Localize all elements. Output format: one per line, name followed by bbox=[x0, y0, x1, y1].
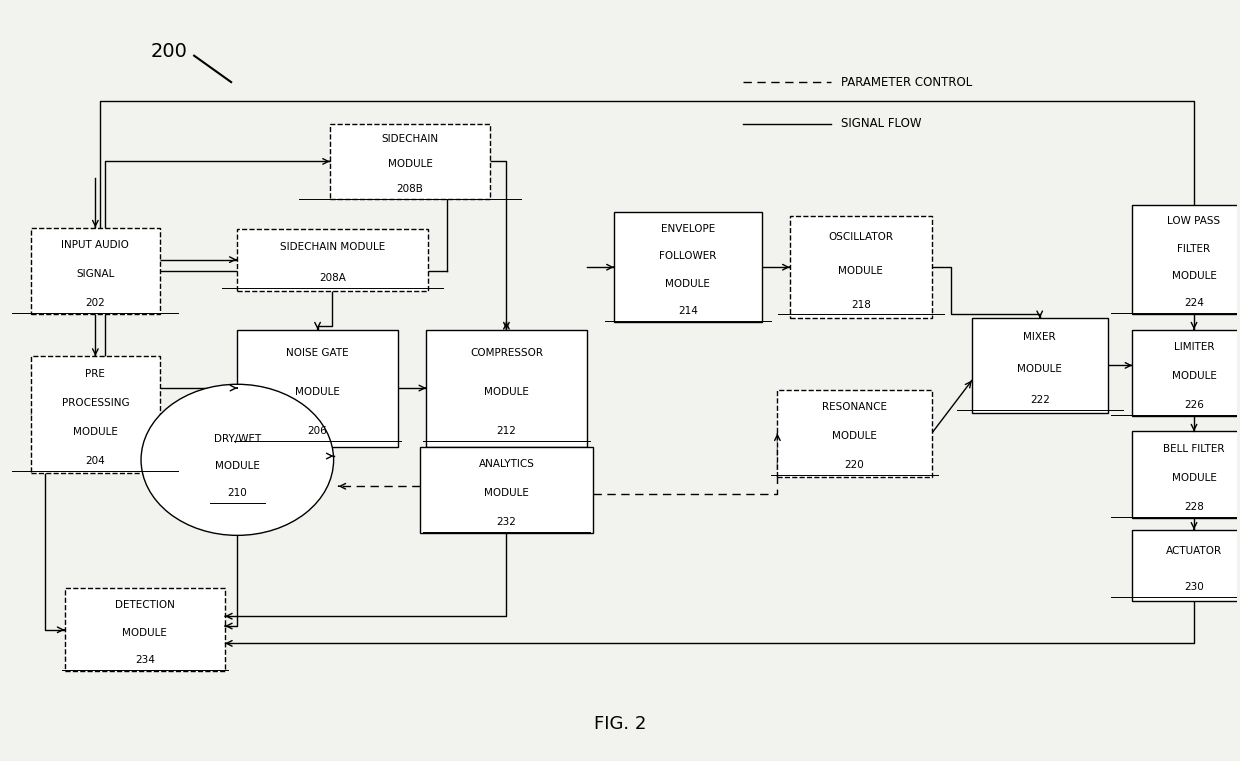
Text: FIG. 2: FIG. 2 bbox=[594, 715, 646, 734]
Text: RESONANCE: RESONANCE bbox=[822, 403, 887, 412]
FancyBboxPatch shape bbox=[1132, 530, 1240, 601]
Text: DETECTION: DETECTION bbox=[115, 600, 175, 610]
FancyBboxPatch shape bbox=[330, 123, 490, 199]
Text: 232: 232 bbox=[496, 517, 516, 527]
FancyBboxPatch shape bbox=[31, 356, 160, 473]
FancyBboxPatch shape bbox=[237, 330, 398, 447]
Text: LIMITER: LIMITER bbox=[1174, 342, 1214, 352]
FancyBboxPatch shape bbox=[237, 228, 428, 291]
Text: NOISE GATE: NOISE GATE bbox=[286, 348, 348, 358]
Text: 234: 234 bbox=[135, 655, 155, 665]
Text: 218: 218 bbox=[851, 300, 870, 310]
FancyBboxPatch shape bbox=[972, 318, 1107, 412]
Text: FOLLOWER: FOLLOWER bbox=[660, 251, 717, 261]
Text: 228: 228 bbox=[1184, 501, 1204, 512]
Text: MODULE: MODULE bbox=[215, 461, 259, 471]
Text: MODULE: MODULE bbox=[73, 427, 118, 437]
Text: 206: 206 bbox=[308, 426, 327, 436]
Text: MODULE: MODULE bbox=[388, 159, 433, 169]
Text: LOW PASS: LOW PASS bbox=[1167, 216, 1220, 226]
Text: SIGNAL FLOW: SIGNAL FLOW bbox=[841, 117, 921, 130]
Text: 204: 204 bbox=[86, 457, 105, 466]
FancyBboxPatch shape bbox=[777, 390, 931, 477]
Text: ACTUATOR: ACTUATOR bbox=[1166, 546, 1223, 556]
Text: FILTER: FILTER bbox=[1178, 244, 1210, 253]
Ellipse shape bbox=[141, 384, 334, 536]
Text: SIGNAL: SIGNAL bbox=[76, 269, 114, 279]
Text: 222: 222 bbox=[1029, 395, 1049, 405]
Text: ENVELOPE: ENVELOPE bbox=[661, 224, 715, 234]
Text: INPUT AUDIO: INPUT AUDIO bbox=[62, 240, 129, 250]
Text: PARAMETER CONTROL: PARAMETER CONTROL bbox=[841, 75, 972, 88]
Text: 202: 202 bbox=[86, 298, 105, 307]
Text: SIDECHAIN MODULE: SIDECHAIN MODULE bbox=[280, 242, 384, 252]
Text: 226: 226 bbox=[1184, 400, 1204, 410]
FancyBboxPatch shape bbox=[31, 228, 160, 314]
Text: 220: 220 bbox=[844, 460, 864, 470]
Text: 224: 224 bbox=[1184, 298, 1204, 308]
Text: MIXER: MIXER bbox=[1023, 332, 1056, 342]
Text: 214: 214 bbox=[678, 306, 698, 316]
Text: PRE: PRE bbox=[86, 368, 105, 378]
FancyBboxPatch shape bbox=[1132, 205, 1240, 314]
Text: SIDECHAIN: SIDECHAIN bbox=[382, 134, 439, 144]
Text: 210: 210 bbox=[227, 488, 247, 498]
FancyBboxPatch shape bbox=[64, 588, 224, 671]
Text: MODULE: MODULE bbox=[838, 266, 883, 275]
Text: 212: 212 bbox=[496, 426, 516, 436]
Text: MODULE: MODULE bbox=[1172, 271, 1216, 281]
Text: MODULE: MODULE bbox=[1017, 364, 1063, 374]
Text: DRY/WET: DRY/WET bbox=[213, 434, 260, 444]
Text: COMPRESSOR: COMPRESSOR bbox=[470, 348, 543, 358]
FancyBboxPatch shape bbox=[1132, 431, 1240, 518]
FancyBboxPatch shape bbox=[427, 330, 587, 447]
Text: MODULE: MODULE bbox=[1172, 473, 1216, 482]
Text: 208B: 208B bbox=[397, 184, 424, 194]
Text: MODULE: MODULE bbox=[666, 279, 711, 288]
Text: ANALYTICS: ANALYTICS bbox=[479, 459, 534, 469]
Text: OSCILLATOR: OSCILLATOR bbox=[828, 231, 893, 241]
Text: 230: 230 bbox=[1184, 582, 1204, 592]
Text: MODULE: MODULE bbox=[484, 387, 529, 397]
Text: BELL FILTER: BELL FILTER bbox=[1163, 444, 1225, 454]
FancyBboxPatch shape bbox=[614, 212, 761, 322]
FancyBboxPatch shape bbox=[1132, 330, 1240, 416]
Text: 200: 200 bbox=[151, 43, 187, 62]
Text: MODULE: MODULE bbox=[832, 431, 877, 441]
Text: MODULE: MODULE bbox=[295, 387, 340, 397]
Text: MODULE: MODULE bbox=[1172, 371, 1216, 380]
Text: 208A: 208A bbox=[319, 273, 346, 283]
Text: PROCESSING: PROCESSING bbox=[62, 398, 129, 408]
FancyBboxPatch shape bbox=[790, 216, 931, 318]
FancyBboxPatch shape bbox=[420, 447, 593, 533]
Text: MODULE: MODULE bbox=[484, 488, 529, 498]
Text: MODULE: MODULE bbox=[123, 628, 167, 638]
